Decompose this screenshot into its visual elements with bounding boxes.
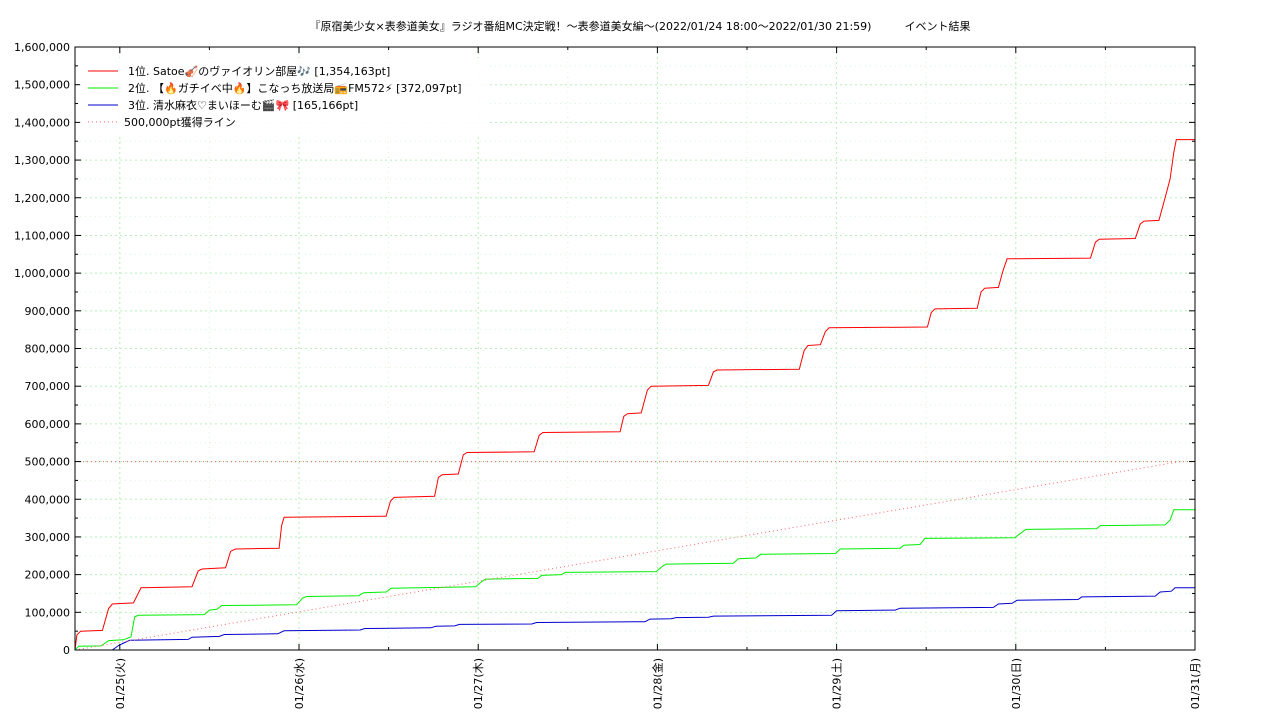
y-tick-label: 900,000 (25, 305, 71, 318)
x-tick-label: 01/30(日) (1010, 658, 1023, 709)
y-tick-label: 0 (63, 644, 70, 657)
legend: 1位. Satoe🎻のヴァイオリン部屋🎶 [1,354,163pt] 2位. 【🔥… (80, 58, 490, 136)
y-tick-label: 100,000 (25, 606, 71, 619)
y-tick-label: 600,000 (25, 418, 71, 431)
y-tick-label: 1,500,000 (14, 79, 70, 92)
series-line-4 (74, 461, 1181, 651)
legend-label-3: 3位. 清水麻衣♡まいほーむ🎬🎀 [165,166pt] (128, 98, 358, 112)
y-tick-label: 400,000 (25, 493, 71, 506)
tick-layer: 0 100,000 200,000 300,000 400,000 500,000 600,… (14, 41, 1202, 709)
series-line-1 (74, 139, 1195, 651)
y-tick-label: 300,000 (25, 531, 71, 544)
y-tick-label: 800,000 (25, 343, 71, 356)
x-tick-label: 01/31(月) (1189, 658, 1202, 709)
series-layer (74, 139, 1195, 651)
y-tick-label: 500,000 (25, 456, 71, 469)
x-tick-label: 01/29(土) (831, 658, 844, 709)
y-tick-label: 1,300,000 (14, 154, 70, 167)
x-tick-label: 01/26(水) (293, 658, 306, 709)
y-tick-label: 1,000,000 (14, 267, 70, 280)
series-line-2 (74, 509, 1195, 651)
legend-label-2: 2位. 【🔥ガチイベ中🔥】こなっち放送局📻FM572⚡ [372,097pt] (128, 81, 461, 95)
x-tick-label: 01/25(火) (114, 658, 127, 709)
y-tick-label: 200,000 (25, 569, 71, 582)
y-tick-label: 1,400,000 (14, 116, 70, 129)
y-tick-label: 1,600,000 (14, 41, 70, 54)
legend-label-1: 1位. Satoe🎻のヴァイオリン部屋🎶 [1,354,163pt] (128, 64, 390, 78)
y-tick-label: 1,200,000 (14, 192, 70, 205)
chart-title: 『原宿美少女×表参道美女』ラジオ番組MC決定戦！～表参道美女編～(2022/01… (309, 20, 971, 33)
x-tick-label: 01/27(木) (472, 658, 485, 709)
y-tick-label: 1,100,000 (14, 229, 70, 242)
series-line-3 (75, 587, 1195, 651)
legend-label-4: 500,000pt獲得ライン (124, 116, 236, 129)
y-tick-label: 700,000 (25, 380, 71, 393)
legend-background (80, 58, 490, 136)
grid-layer (75, 47, 1196, 650)
x-tick-label: 01/28(金) (650, 658, 664, 709)
